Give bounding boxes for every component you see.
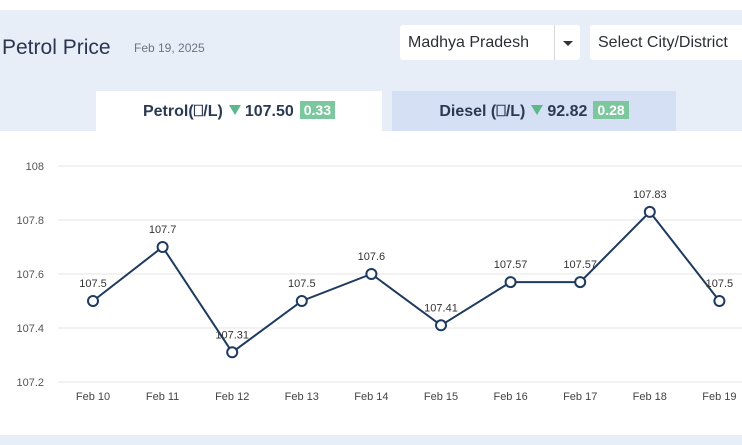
data-point (365, 268, 378, 280)
tab-diesel[interactable]: Diesel (⎕/L) 92.82 0.28 (392, 91, 676, 131)
data-label: 107.83 (633, 189, 667, 201)
state-select-value: Madhya Pradesh (408, 34, 529, 51)
series-line (92, 210, 721, 354)
tab-petrol-price: 107.50 (244, 103, 294, 120)
data-label: 107.57 (494, 259, 528, 271)
x-tick-label: Feb 10 (76, 391, 110, 403)
data-label: 107.57 (563, 259, 597, 271)
y-tick-label: 107.6 (16, 269, 44, 281)
tab-petrol-change-badge: 0.33 (299, 101, 335, 119)
x-tick-label: Feb 14 (354, 391, 388, 403)
state-select[interactable]: Madhya Pradesh (400, 25, 580, 60)
data-point (504, 276, 517, 289)
data-point (156, 241, 169, 253)
price-line-chart: 108 107.8 107.6 107.4 107.2 Feb 10 Feb 11 Feb 1… (16, 161, 742, 403)
price-date: Feb 19, 2025 (134, 41, 205, 55)
data-point (435, 319, 447, 332)
down-arrow-icon (228, 105, 241, 115)
city-select[interactable]: Select City/District (590, 25, 742, 60)
x-tick-label: Feb 12 (215, 391, 249, 403)
data-point (643, 205, 656, 218)
bottom-strip (0, 435, 742, 445)
data-label: 107.31 (215, 329, 249, 341)
x-tick-label: Feb 16 (493, 391, 527, 403)
data-label: 107.7 (149, 224, 177, 236)
city-select-placeholder: Select City/District (598, 34, 728, 51)
tab-diesel-change-badge: 0.28 (593, 101, 629, 119)
y-tick-label: 107.8 (16, 215, 44, 227)
y-tick-label: 108 (26, 161, 44, 173)
x-tick-label: Feb 17 (563, 391, 597, 403)
data-label: 107.5 (288, 278, 316, 290)
y-tick-label: 107.2 (16, 377, 44, 389)
x-tick-label: Feb 13 (285, 391, 319, 403)
data-point (226, 346, 239, 359)
data-point (713, 295, 726, 307)
data-point (87, 295, 99, 307)
tab-diesel-label: Diesel (⎕/L) (439, 103, 526, 120)
x-tick-label: Feb 15 (424, 391, 458, 403)
data-point (295, 295, 308, 307)
y-tick-label: 107.4 (16, 323, 44, 335)
tab-petrol[interactable]: Petrol(⎕/L) 107.50 0.33 (96, 91, 382, 131)
top-strip (0, 0, 742, 10)
x-tick-label: Feb 18 (633, 391, 667, 403)
data-label: 107.5 (79, 278, 107, 290)
x-tick-label: Feb 11 (146, 391, 179, 403)
chart-card: 108 107.8 107.6 107.4 107.2 Feb 10 Feb 11 Feb 1… (0, 131, 742, 435)
chevron-down-icon[interactable] (554, 25, 580, 60)
data-label: 107.6 (358, 251, 386, 263)
tab-petrol-label: Petrol(⎕/L) (142, 103, 223, 120)
data-label: 107.5 (706, 278, 734, 290)
data-label: 107.41 (424, 302, 458, 314)
down-arrow-icon (531, 105, 544, 115)
tab-diesel-price: 92.82 (547, 103, 588, 120)
page-title: Petrol Price (2, 36, 111, 59)
x-tick-label: Feb 19 (702, 391, 736, 403)
data-point (574, 276, 587, 289)
